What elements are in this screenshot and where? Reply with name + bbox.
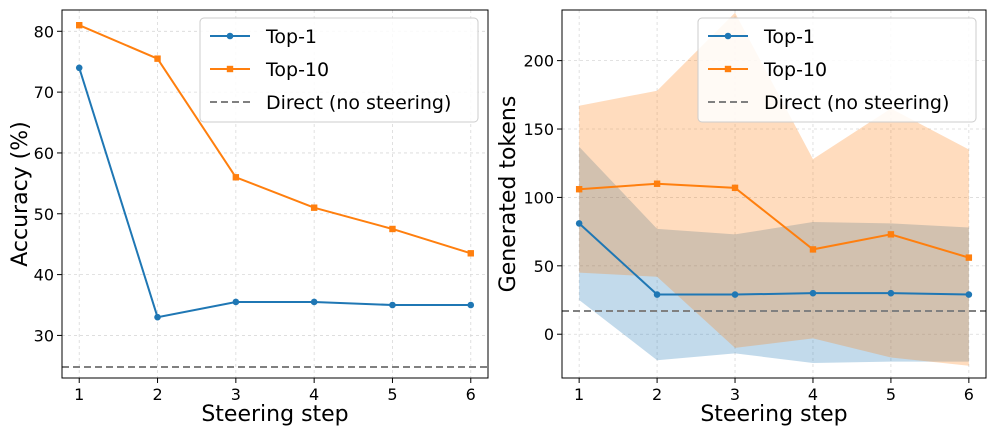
x-tick-label: 1: [74, 385, 84, 404]
x-tick-label: 4: [808, 385, 818, 404]
x-tick-label: 6: [964, 385, 974, 404]
top10-point: [887, 231, 895, 238]
y-axis-label: Generated tokens: [496, 96, 521, 293]
top10-point: [809, 246, 817, 253]
y-tick-label: 60: [34, 144, 54, 163]
top10-point: [310, 204, 318, 211]
legend-top1-label: Top-1: [763, 26, 815, 48]
top1-series-line: [578, 222, 969, 296]
y-tick-label: 40: [34, 266, 54, 285]
x-tick-label: 5: [886, 385, 896, 404]
y-tick-label: 0: [544, 325, 554, 344]
top10-point: [154, 55, 161, 62]
top1-point: [389, 301, 396, 309]
top1-point: [965, 291, 973, 298]
x-tick-label: 5: [387, 385, 397, 404]
legend-top1-marker: [226, 32, 234, 40]
y-tick-label: 80: [34, 22, 54, 41]
top10-band: [579, 12, 969, 366]
top10-point: [389, 225, 396, 233]
y-tick-label: 100: [523, 188, 554, 207]
top1-point: [310, 298, 318, 306]
top1-point: [154, 313, 161, 321]
top10-point: [232, 174, 240, 181]
x-tick-label: 3: [730, 385, 740, 404]
x-tick-label: 2: [152, 385, 162, 404]
top1-point: [731, 291, 739, 298]
uncertainty-bands: [579, 12, 969, 366]
y-tick-label: 200: [523, 52, 554, 71]
y-tick-label: 70: [34, 83, 54, 102]
x-tick-label: 6: [466, 385, 476, 404]
top1-point: [653, 291, 661, 298]
top1-series-line: [78, 67, 471, 319]
top1-point: [887, 289, 895, 297]
top10-series-line: [579, 182, 970, 259]
legend-top10-label: Top-10: [265, 59, 329, 81]
top10-point: [575, 186, 583, 193]
y-tick-label: 30: [34, 326, 54, 345]
top10-point: [965, 254, 973, 261]
x-axis-label: Steering step: [700, 402, 847, 427]
x-axis-label: Steering step: [201, 402, 348, 427]
legend-direct-label: Direct (no steering): [764, 92, 949, 114]
x-tick-label: 3: [231, 385, 241, 404]
top1-band: [579, 146, 969, 363]
top10-point: [76, 22, 83, 29]
legend-top10-marker: [724, 65, 732, 73]
legend: Top-1 Top-10 Direct (no steering): [697, 17, 977, 123]
x-tick-label: 4: [309, 385, 319, 404]
legend-box: [697, 17, 977, 123]
top1-point: [75, 64, 83, 72]
plot-frame: [61, 9, 489, 379]
top1-point: [575, 220, 583, 227]
y-tick-label: 50: [534, 257, 554, 276]
top10-point: [467, 250, 474, 257]
legend-box: [199, 17, 479, 123]
legend: Top-1 Top-10 Direct (no steering): [199, 17, 479, 123]
top10-point: [653, 180, 661, 187]
x-tick-label: 1: [574, 385, 584, 404]
generated-tokens-chart: 1 2 3 4 5 6 0 50 100 150 200 Steering step Generated…: [496, 9, 987, 427]
top10-series-line: [78, 24, 472, 255]
y-tick-label: 150: [523, 120, 554, 139]
accuracy-chart: 1 2 3 4 5 6 30 40 50 60 70 80 Steering step Accuracy …: [8, 9, 489, 427]
legend-top1-marker: [724, 32, 732, 40]
top10-point: [731, 184, 739, 192]
plot-frame: [561, 9, 987, 379]
legend-top1-label: Top-1: [265, 26, 317, 48]
y-tick-label: 50: [34, 205, 54, 224]
legend-top10-marker: [226, 65, 234, 73]
legend-top10-label: Top-10: [763, 59, 827, 81]
top1-point: [809, 289, 817, 297]
y-axis-label: Accuracy (%): [8, 121, 33, 267]
top1-point: [467, 301, 475, 309]
legend-direct-label: Direct (no steering): [266, 92, 451, 114]
top1-point: [232, 298, 240, 306]
x-tick-label: 2: [652, 385, 662, 404]
